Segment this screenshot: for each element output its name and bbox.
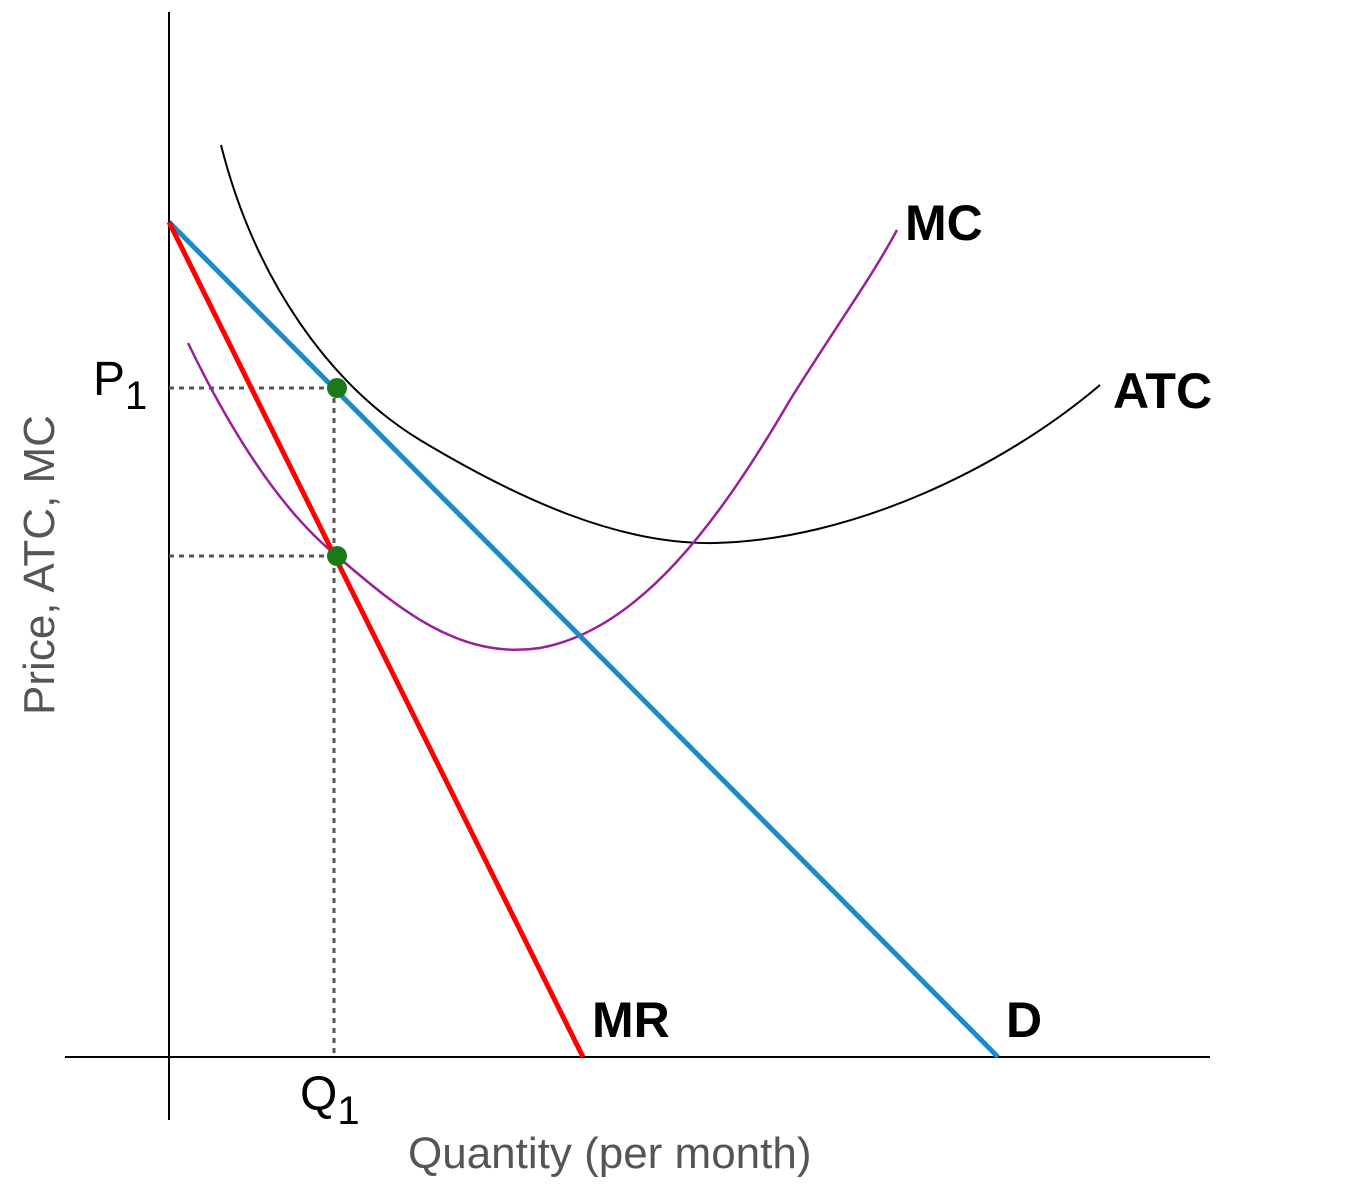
p1-label: P1 bbox=[93, 353, 147, 418]
y-axis-title: Price, ATC, MC bbox=[15, 415, 64, 715]
x-axis-title: Quantity (per month) bbox=[408, 1129, 812, 1178]
mr-label: MR bbox=[592, 992, 670, 1048]
demand-curve bbox=[167, 220, 1000, 1059]
q1-letter: Q bbox=[300, 1068, 337, 1121]
q1-label: Q1 bbox=[300, 1068, 360, 1133]
d-label: D bbox=[1006, 992, 1042, 1048]
cost-point bbox=[327, 546, 347, 566]
mc-curve bbox=[186, 229, 899, 651]
atc-label: ATC bbox=[1113, 363, 1212, 419]
price-point bbox=[327, 378, 347, 398]
marginal-revenue-curve bbox=[166, 220, 586, 1059]
q1-subscript: 1 bbox=[337, 1089, 359, 1133]
p1-subscript: 1 bbox=[125, 374, 147, 418]
atc-curve bbox=[220, 144, 1101, 545]
mc-label: MC bbox=[905, 195, 983, 251]
p1-letter: P bbox=[93, 353, 125, 406]
